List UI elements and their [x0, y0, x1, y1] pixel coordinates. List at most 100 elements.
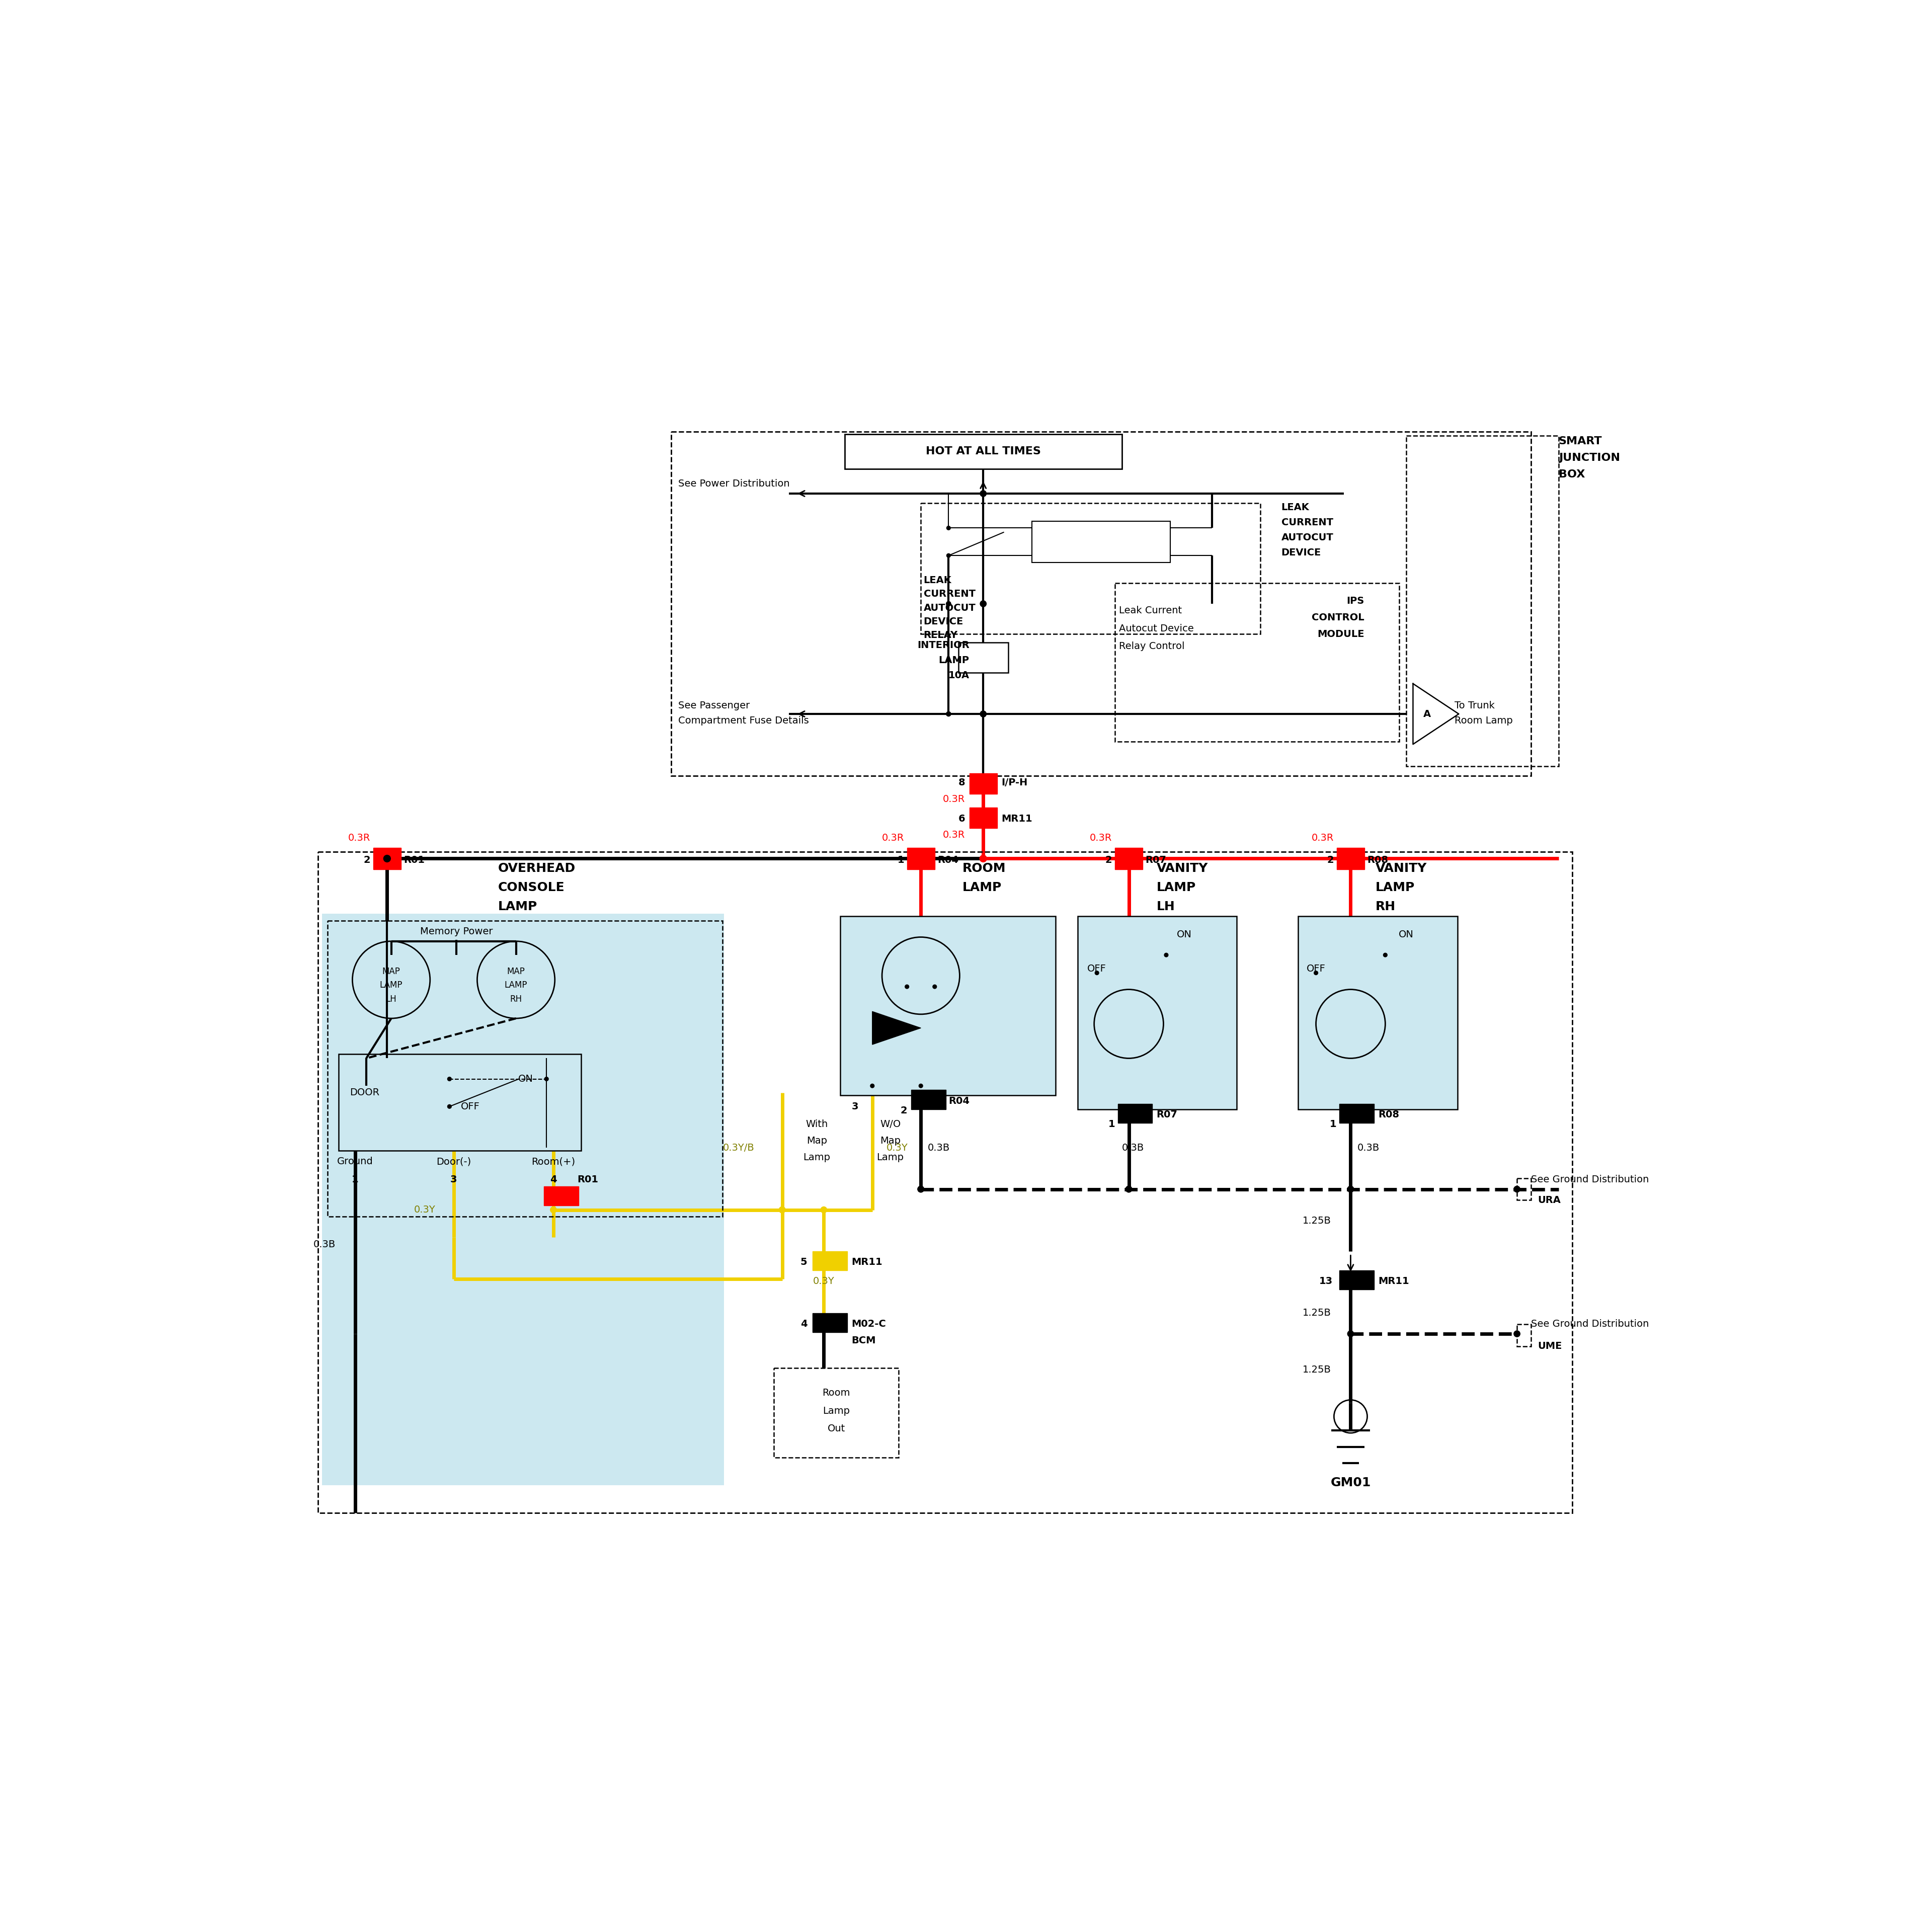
Text: 0.3Y: 0.3Y [413, 1206, 435, 1215]
Text: R01: R01 [404, 856, 425, 866]
Text: 1.25B: 1.25B [1302, 1308, 1331, 1318]
Bar [813, 1252, 848, 1271]
Text: OFF: OFF [1088, 964, 1107, 974]
Bar [1406, 437, 1559, 767]
Text: MR11: MR11 [1001, 813, 1032, 823]
Polygon shape [873, 1012, 922, 1045]
Text: 1.25B: 1.25B [1302, 1364, 1331, 1374]
Text: 1: 1 [352, 1175, 359, 1184]
Bar [970, 773, 997, 794]
Text: To Trunk: To Trunk [1455, 701, 1495, 711]
Text: 1.25B: 1.25B [1302, 1215, 1331, 1225]
Bar [922, 502, 1260, 634]
Text: 1: 1 [1329, 1121, 1337, 1128]
Text: LAMP: LAMP [498, 900, 537, 912]
Text: 0.3B: 0.3B [313, 1240, 336, 1250]
Bar [373, 848, 402, 869]
Bar [1517, 1323, 1530, 1347]
Text: 8: 8 [958, 779, 966, 788]
Text: Lamp: Lamp [823, 1406, 850, 1416]
Text: Relay Control: Relay Control [1119, 641, 1184, 651]
Text: 3: 3 [450, 1175, 458, 1184]
Text: OFF: OFF [460, 1101, 479, 1111]
Text: RELAY: RELAY [923, 630, 958, 639]
Text: LH: LH [1157, 900, 1175, 912]
Text: AUTOCUT: AUTOCUT [1281, 533, 1333, 543]
Text: OFF: OFF [1306, 964, 1325, 974]
Circle shape [869, 1084, 875, 1088]
Text: Map: Map [879, 1136, 900, 1146]
Text: LAMP: LAMP [939, 655, 970, 665]
Text: LAMP: LAMP [1376, 881, 1414, 893]
Circle shape [1347, 856, 1354, 862]
Text: CURRENT: CURRENT [923, 589, 976, 599]
Text: See Ground Distribution: See Ground Distribution [1530, 1175, 1648, 1184]
Text: 2: 2 [1105, 856, 1113, 866]
Circle shape [1347, 1186, 1354, 1192]
Text: I/P-H: I/P-H [1001, 779, 1028, 788]
Text: See Ground Distribution: See Ground Distribution [1530, 1320, 1648, 1329]
Text: SMART: SMART [1559, 437, 1602, 446]
Text: Compartment Fuse Details: Compartment Fuse Details [678, 717, 810, 726]
Bar [1115, 583, 1399, 742]
Text: Room Lamp: Room Lamp [1455, 717, 1513, 726]
Bar [543, 1186, 578, 1206]
Text: Memory Power: Memory Power [419, 927, 493, 937]
Bar [1115, 848, 1142, 869]
Bar [323, 914, 725, 1486]
Bar [327, 920, 723, 1217]
Text: RH: RH [510, 995, 522, 1003]
Text: 0.3Y/B: 0.3Y/B [723, 1144, 755, 1153]
Text: 5: 5 [800, 1258, 808, 1267]
Circle shape [551, 1208, 556, 1213]
Text: Room: Room [823, 1389, 850, 1399]
Text: M02-C: M02-C [852, 1320, 887, 1329]
Text: 13: 13 [1320, 1277, 1333, 1287]
Text: R04: R04 [949, 1095, 970, 1105]
Text: Lamp: Lamp [804, 1153, 831, 1163]
Bar [1337, 848, 1364, 869]
Text: Leak Current: Leak Current [1119, 607, 1182, 616]
Circle shape [779, 1208, 784, 1213]
Text: INTERIOR: INTERIOR [918, 639, 970, 649]
Circle shape [947, 554, 951, 558]
Circle shape [1515, 1186, 1520, 1192]
Text: R04: R04 [937, 856, 958, 866]
Bar [1078, 916, 1236, 1109]
Bar [1119, 1103, 1151, 1122]
Bar [840, 916, 1055, 1095]
Text: 2: 2 [900, 1105, 906, 1115]
Circle shape [1126, 1186, 1132, 1192]
Circle shape [1515, 1331, 1520, 1337]
Circle shape [980, 711, 987, 717]
Bar [1339, 1271, 1374, 1291]
Text: Map: Map [806, 1136, 827, 1146]
Text: See Power Distribution: See Power Distribution [678, 479, 790, 489]
Text: RH: RH [1376, 900, 1395, 912]
Text: 0.3B: 0.3B [1122, 1144, 1144, 1153]
Text: 1: 1 [1109, 1121, 1115, 1128]
Text: 0.3R: 0.3R [348, 833, 371, 842]
Circle shape [1314, 972, 1318, 976]
Circle shape [821, 1208, 827, 1213]
Text: Autocut Device: Autocut Device [1119, 624, 1194, 634]
Circle shape [545, 1076, 549, 1080]
Text: ON: ON [518, 1074, 533, 1084]
Bar [844, 435, 1122, 469]
Text: 1: 1 [896, 856, 904, 866]
Text: LAMP: LAMP [504, 981, 527, 989]
Text: See Passenger: See Passenger [678, 701, 750, 711]
Bar [813, 1314, 848, 1333]
Bar [1517, 1179, 1530, 1200]
Text: 4: 4 [800, 1320, 808, 1329]
Circle shape [918, 856, 923, 862]
Text: R07: R07 [1157, 1111, 1179, 1119]
Circle shape [947, 526, 951, 529]
Text: 0.3Y: 0.3Y [813, 1277, 835, 1287]
Text: R08: R08 [1378, 1111, 1399, 1119]
Text: 0.3Y: 0.3Y [887, 1144, 908, 1153]
Circle shape [448, 1076, 452, 1080]
Text: 0.3R: 0.3R [943, 831, 966, 840]
Text: R07: R07 [1146, 856, 1167, 866]
Text: ROOM: ROOM [962, 862, 1007, 875]
